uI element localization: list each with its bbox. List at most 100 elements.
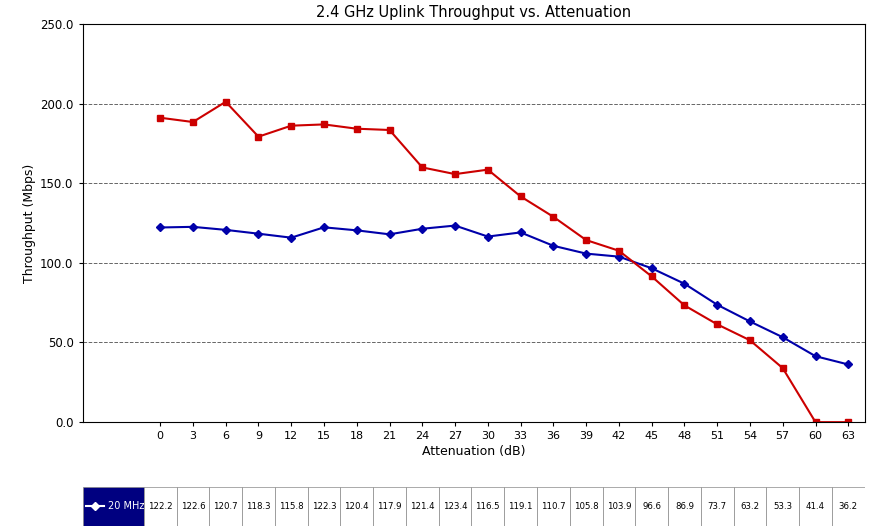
Text: 120.7: 120.7 xyxy=(214,502,238,511)
Text: 73.7: 73.7 xyxy=(707,502,726,511)
Bar xyxy=(308,487,341,526)
Bar xyxy=(308,526,341,531)
Bar xyxy=(472,526,504,531)
Text: 115.8: 115.8 xyxy=(279,502,303,511)
Text: 122.3: 122.3 xyxy=(312,502,336,511)
Bar xyxy=(766,526,799,531)
20 MHz B/W Up xyxy=(450,222,461,229)
40 MHz B/W Up xyxy=(384,127,395,133)
20 MHz B/W Up xyxy=(548,243,559,249)
Text: 36.2: 36.2 xyxy=(839,502,858,511)
20 MHz B/W Up xyxy=(352,227,362,234)
Bar xyxy=(83,526,143,531)
Bar xyxy=(570,487,602,526)
20 MHz B/W Up xyxy=(253,230,263,237)
20 MHz B/W Up xyxy=(482,234,493,240)
Text: 122.6: 122.6 xyxy=(181,502,205,511)
Line: 40 MHz B/W Up: 40 MHz B/W Up xyxy=(157,99,851,425)
Bar xyxy=(799,526,832,531)
40 MHz B/W Up xyxy=(680,302,690,309)
40 MHz B/W Up xyxy=(515,193,526,200)
Text: 41.4: 41.4 xyxy=(806,502,825,511)
20 MHz B/W Up xyxy=(647,265,657,271)
Bar xyxy=(799,487,832,526)
40 MHz B/W Up xyxy=(647,273,657,279)
20 MHz B/W Up xyxy=(221,227,231,233)
Bar xyxy=(700,526,733,531)
Text: 103.9: 103.9 xyxy=(607,502,631,511)
Bar xyxy=(143,487,176,526)
20 MHz B/W Up xyxy=(417,226,428,232)
20 MHz B/W Up xyxy=(319,224,329,230)
Bar xyxy=(176,487,209,526)
Text: 105.8: 105.8 xyxy=(574,502,599,511)
20 MHz B/W Up xyxy=(843,361,853,367)
Bar xyxy=(668,526,700,531)
Bar xyxy=(341,526,373,531)
Bar xyxy=(439,487,472,526)
Bar xyxy=(209,526,242,531)
Bar xyxy=(341,487,373,526)
20 MHz B/W Up xyxy=(286,235,296,241)
Bar xyxy=(602,487,635,526)
20 MHz B/W Up xyxy=(614,253,624,260)
Bar xyxy=(176,526,209,531)
20 MHz B/W Up xyxy=(810,353,820,359)
Text: 116.5: 116.5 xyxy=(475,502,501,511)
40 MHz B/W Up xyxy=(155,115,165,121)
Bar xyxy=(504,526,537,531)
Bar xyxy=(766,487,799,526)
20 MHz B/W Up xyxy=(515,229,526,236)
Bar xyxy=(537,487,570,526)
40 MHz B/W Up xyxy=(253,133,263,140)
40 MHz B/W Up xyxy=(810,419,820,425)
Text: 96.6: 96.6 xyxy=(642,502,661,511)
Bar xyxy=(275,526,308,531)
Text: 63.2: 63.2 xyxy=(740,502,760,511)
Bar xyxy=(242,487,275,526)
Bar xyxy=(439,526,472,531)
40 MHz B/W Up xyxy=(548,213,559,220)
Bar xyxy=(700,487,733,526)
Y-axis label: Throughput (Mbps): Throughput (Mbps) xyxy=(23,164,36,282)
20 MHz B/W Up xyxy=(712,302,722,308)
Bar xyxy=(570,526,602,531)
Bar xyxy=(832,487,865,526)
Bar xyxy=(373,487,406,526)
Text: 121.4: 121.4 xyxy=(410,502,434,511)
20 MHz B/W Up xyxy=(680,280,690,287)
Bar xyxy=(537,526,570,531)
Bar xyxy=(668,487,700,526)
40 MHz B/W Up xyxy=(843,419,853,425)
Bar xyxy=(373,526,406,531)
Text: 120.4: 120.4 xyxy=(344,502,369,511)
Bar xyxy=(733,487,766,526)
20 MHz B/W Up xyxy=(155,224,165,230)
40 MHz B/W Up xyxy=(778,365,788,371)
Bar xyxy=(472,487,504,526)
40 MHz B/W Up xyxy=(614,247,624,254)
Text: 86.9: 86.9 xyxy=(675,502,694,511)
Bar xyxy=(83,487,143,526)
Bar xyxy=(733,526,766,531)
X-axis label: Attenuation (dB): Attenuation (dB) xyxy=(421,446,526,458)
40 MHz B/W Up xyxy=(712,321,722,328)
Bar xyxy=(242,526,275,531)
Bar xyxy=(602,526,635,531)
Bar xyxy=(406,526,439,531)
40 MHz B/W Up xyxy=(482,167,493,173)
Text: 122.2: 122.2 xyxy=(148,502,172,511)
Line: 20 MHz B/W Up: 20 MHz B/W Up xyxy=(157,223,851,367)
Bar xyxy=(504,487,537,526)
Text: 119.1: 119.1 xyxy=(508,502,533,511)
20 MHz B/W Up xyxy=(384,231,395,237)
20 MHz B/W Up xyxy=(580,251,591,257)
Bar xyxy=(832,526,865,531)
40 MHz B/W Up xyxy=(221,99,231,105)
20 MHz B/W Up xyxy=(745,318,755,324)
Bar xyxy=(635,487,668,526)
40 MHz B/W Up xyxy=(188,119,198,125)
40 MHz B/W Up xyxy=(580,237,591,243)
40 MHz B/W Up xyxy=(286,123,296,129)
Text: 117.9: 117.9 xyxy=(377,502,401,511)
